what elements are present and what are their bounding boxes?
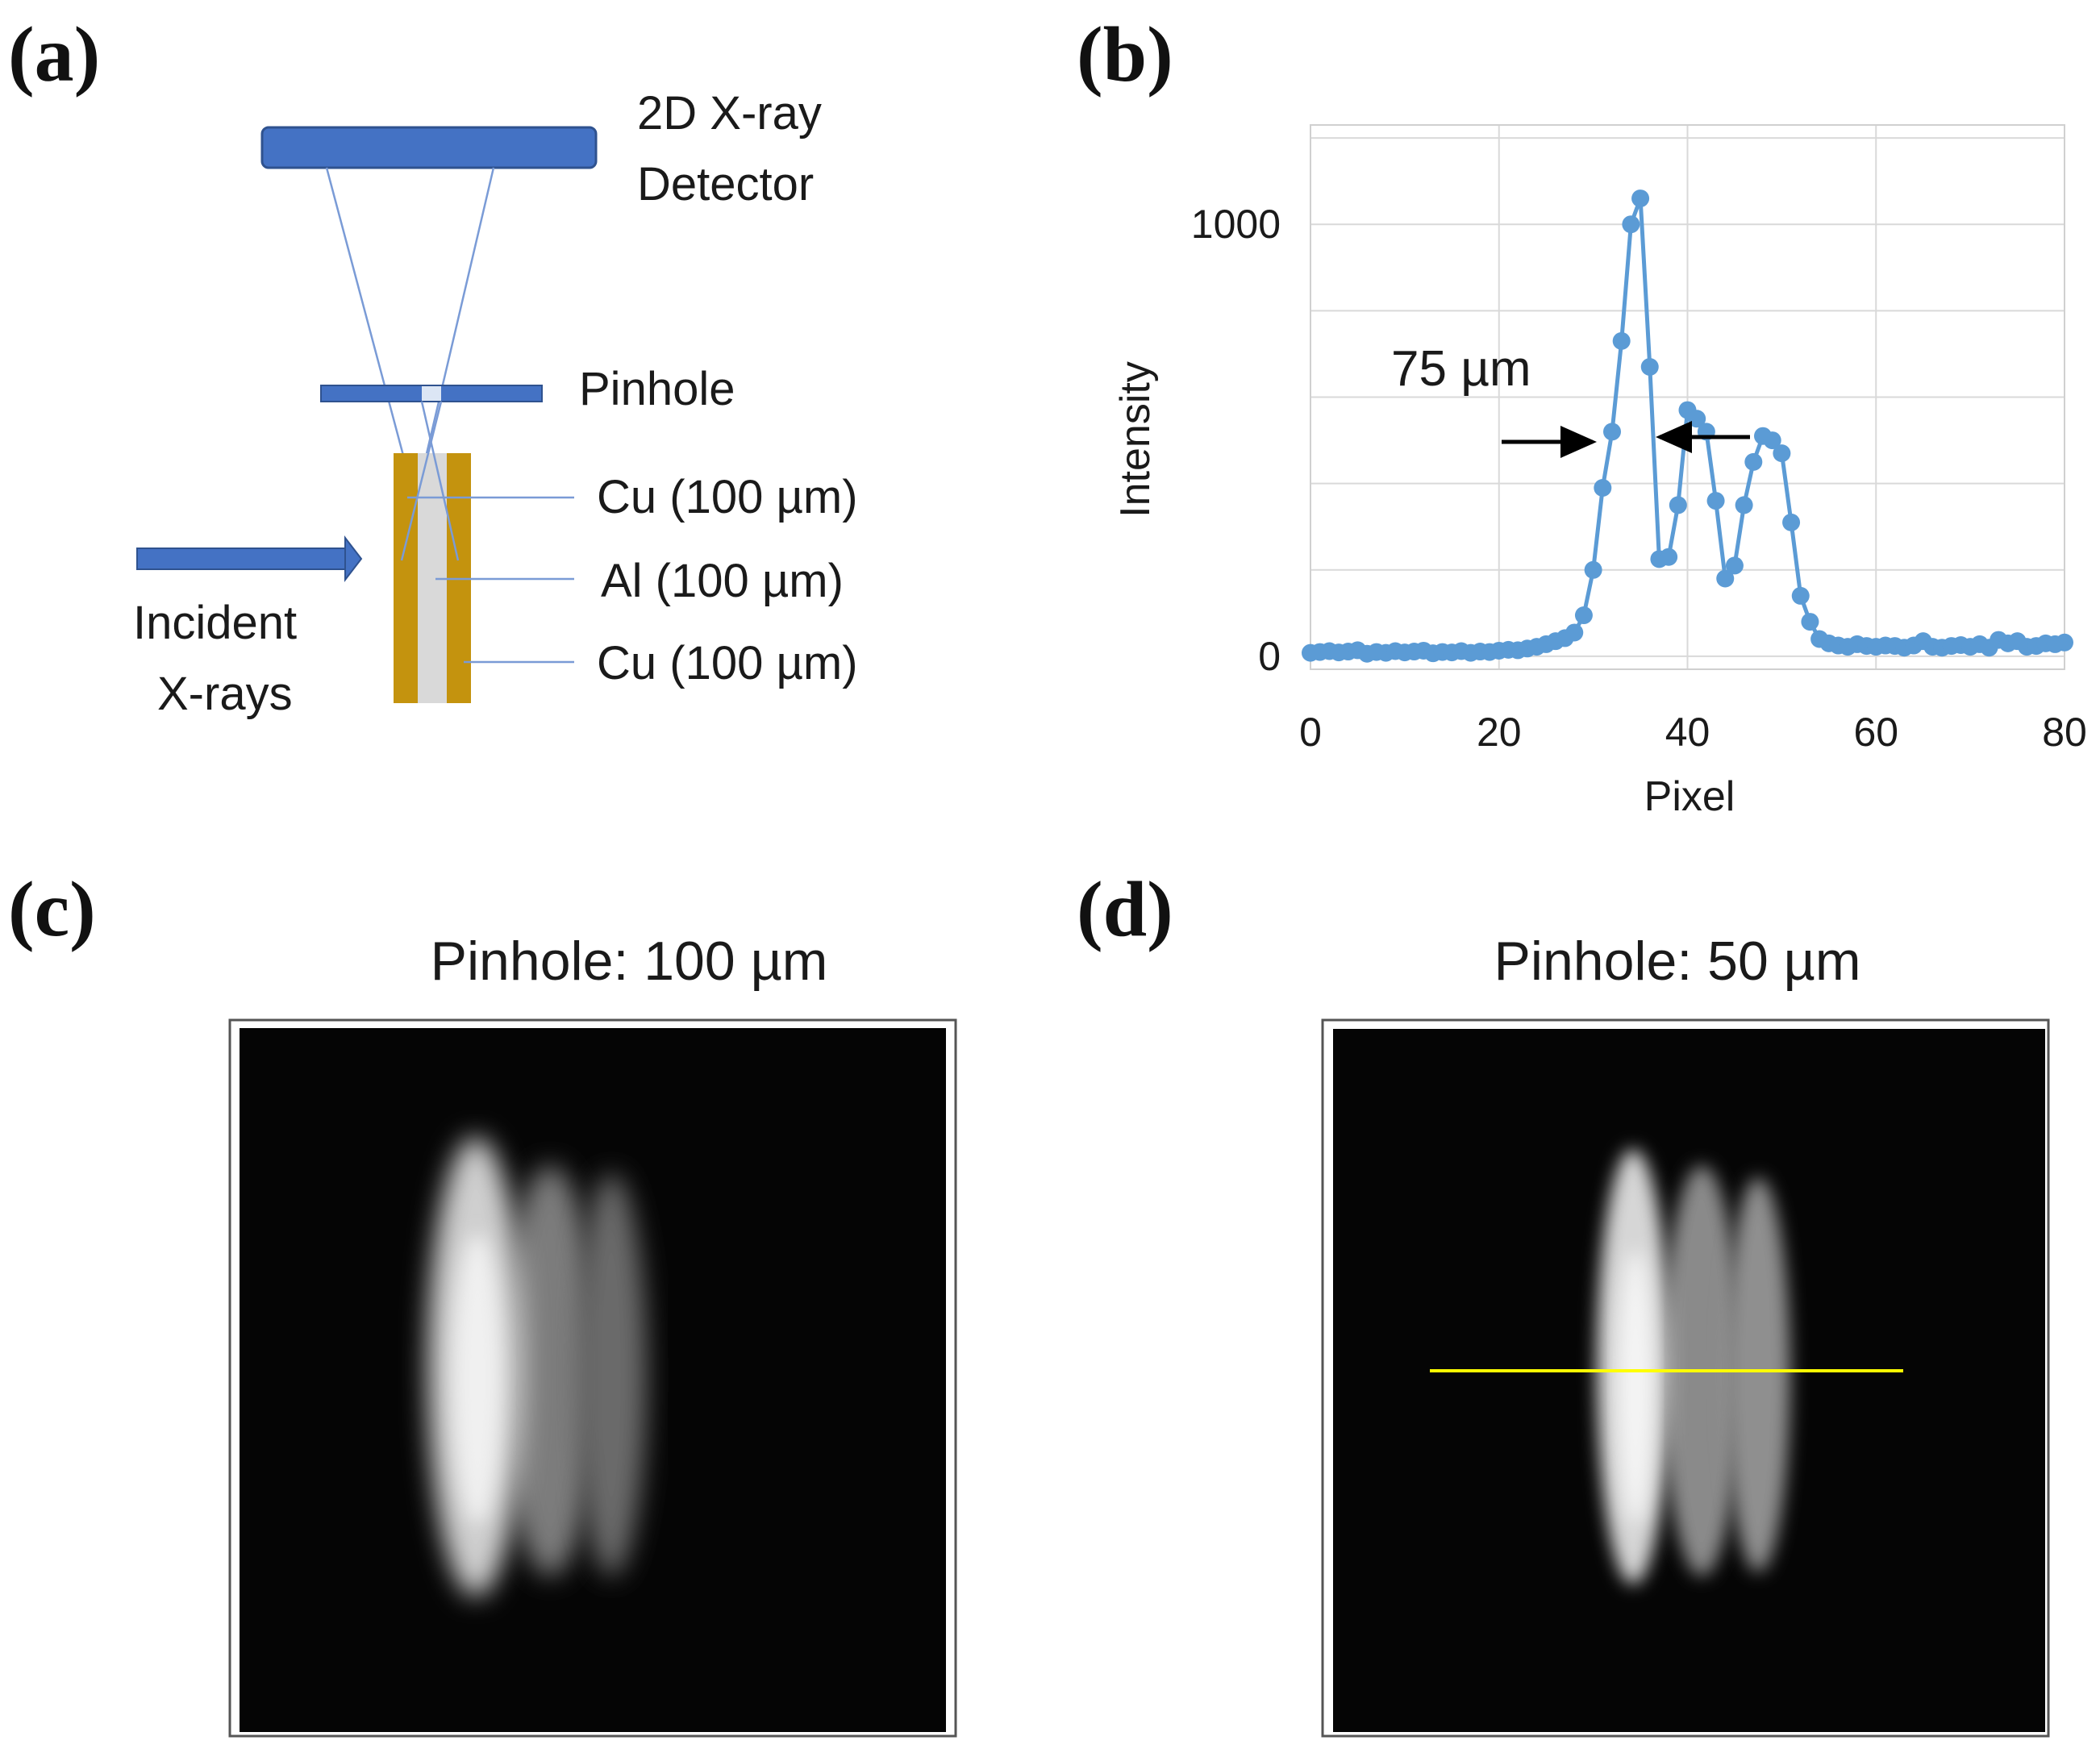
chart-x-ticks: 0 20 40 60 80 <box>1299 710 2087 755</box>
x-tick-label: 60 <box>1853 710 1898 755</box>
panel-c-image: Pinhole: 100 µm <box>228 931 957 1738</box>
y-tick-label: 0 <box>1258 634 1281 679</box>
detector-label-line1: 2D X-ray <box>637 87 822 139</box>
data-point <box>1782 513 1801 531</box>
data-point <box>1716 569 1735 588</box>
ray-line <box>400 401 443 561</box>
data-point <box>1773 444 1791 463</box>
detector-bar <box>260 126 598 169</box>
incident-arrow-head <box>344 535 363 582</box>
ray-line <box>420 401 460 561</box>
layer-label-al: Al (100 µm) <box>601 555 844 607</box>
data-point <box>1706 492 1725 510</box>
data-point <box>1744 452 1763 471</box>
x-tick-label: 20 <box>1477 710 1522 755</box>
data-point <box>1801 613 1819 631</box>
panel-d-image: Pinhole: 50 µm <box>1321 931 2050 1738</box>
stripe-cu-left-core <box>1618 1250 1653 1524</box>
detector-label-line2: Detector <box>637 158 814 210</box>
chart-y-ticks: 0 1000 <box>1191 202 1281 679</box>
copper-layer-left <box>394 453 418 703</box>
plot-area-border <box>1310 124 2065 670</box>
data-point <box>1612 331 1631 350</box>
layer-label-cu-top: Cu (100 µm) <box>597 471 858 523</box>
stripe-al-glow <box>503 1165 597 1576</box>
panel-label-a: (a) <box>8 11 100 98</box>
y-tick-label: 1000 <box>1191 202 1281 247</box>
incident-label-line2: X-rays <box>157 668 293 720</box>
incident-arrow-shaft <box>136 548 348 570</box>
data-point <box>1594 479 1612 497</box>
x-tick-label: 80 <box>2042 710 2087 755</box>
stripe-cu-right <box>576 1173 647 1576</box>
stripe-cu-right <box>1726 1177 1790 1572</box>
panel-d-title: Pinhole: 50 µm <box>1494 931 1861 992</box>
x-tick-label: 40 <box>1665 710 1710 755</box>
data-point <box>1622 215 1640 234</box>
panel-label-b: (b) <box>1077 11 1173 98</box>
data-point <box>1791 586 1810 605</box>
data-point <box>1574 606 1593 625</box>
panel-a-schematic: 2D X-ray Detector Pinhole Cu (100 µm) Al… <box>133 87 858 720</box>
stripe-cu-left-core <box>453 1234 502 1524</box>
data-point <box>1660 548 1678 566</box>
series-points-intensity <box>1302 189 2073 663</box>
data-point <box>1725 556 1744 575</box>
x-axis-title: Pixel <box>1644 773 1735 820</box>
y-axis-title: Intensity <box>1112 361 1159 518</box>
data-point <box>2056 633 2073 652</box>
pinhole-aperture <box>422 386 441 401</box>
panel-label-d: (d) <box>1077 866 1173 953</box>
data-point <box>1584 560 1602 579</box>
pinhole-label: Pinhole <box>579 363 735 415</box>
data-point <box>1640 358 1659 376</box>
data-point <box>1669 496 1687 514</box>
fwhm-annotation: 75 µm <box>1391 341 1531 397</box>
panel-label-c: (c) <box>8 866 96 953</box>
data-point <box>1688 410 1706 428</box>
data-point <box>1603 423 1621 441</box>
chart-horizontal-grid <box>1310 137 2065 657</box>
data-point <box>1631 189 1650 208</box>
data-point <box>1565 623 1584 642</box>
x-tick-label: 0 <box>1299 710 1322 755</box>
intensity-chart: 0 20 40 60 80 0 1000 Pixel Intensity 75 µm <box>1112 124 2087 820</box>
layer-label-cu-bottom: Cu (100 µm) <box>597 637 858 689</box>
panel-c-title: Pinhole: 100 µm <box>431 931 828 992</box>
data-point <box>1763 431 1781 450</box>
incident-label-line1: Incident <box>133 597 297 649</box>
data-point <box>1735 496 1753 514</box>
